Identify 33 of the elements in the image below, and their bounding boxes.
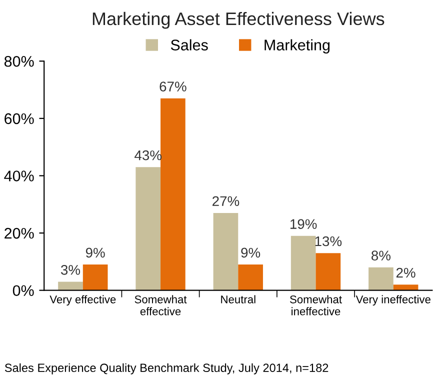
y-tick-label: 0% [12,285,34,296]
text: Sales Experience Quality Benchmark Study, July 2014, n=182 [4,363,328,374]
legend-label: Sales [170,39,208,50]
data-label: 19% [290,219,317,229]
bar [368,267,394,290]
y-tick-label: 80% [4,56,34,67]
legend-label: Marketing [264,39,330,54]
data-label: 67% [160,82,186,92]
x-tick-label: Somewhat ineffective [290,295,342,316]
bar [393,284,418,290]
data-label: 27% [212,196,240,206]
bar [136,167,161,290]
chart-title: Marketing Asset Effectiveness Views [92,12,384,29]
bar [213,212,238,290]
data-label: 9% [86,248,105,258]
bar [290,236,316,290]
y-tick-label: 20% [4,228,34,239]
bar [160,98,186,290]
x-tick-label: Somewhat effective [134,295,187,316]
bar [58,282,83,290]
data-label: 2% [396,268,416,278]
data-label: 8% [372,250,390,260]
y-tick-label: 40% [4,170,34,182]
data-label: 3% [60,264,80,275]
bar [82,264,108,290]
x-tick-label: Very ineffective [356,295,430,306]
bar [316,253,341,290]
y-tick-label: 60% [4,113,34,124]
bar [238,264,263,290]
x-tick-label: Neutral [221,295,256,304]
data-label: 13% [315,236,342,246]
x-tick-label: Very effective [50,295,116,306]
data-label: 9% [241,248,260,258]
